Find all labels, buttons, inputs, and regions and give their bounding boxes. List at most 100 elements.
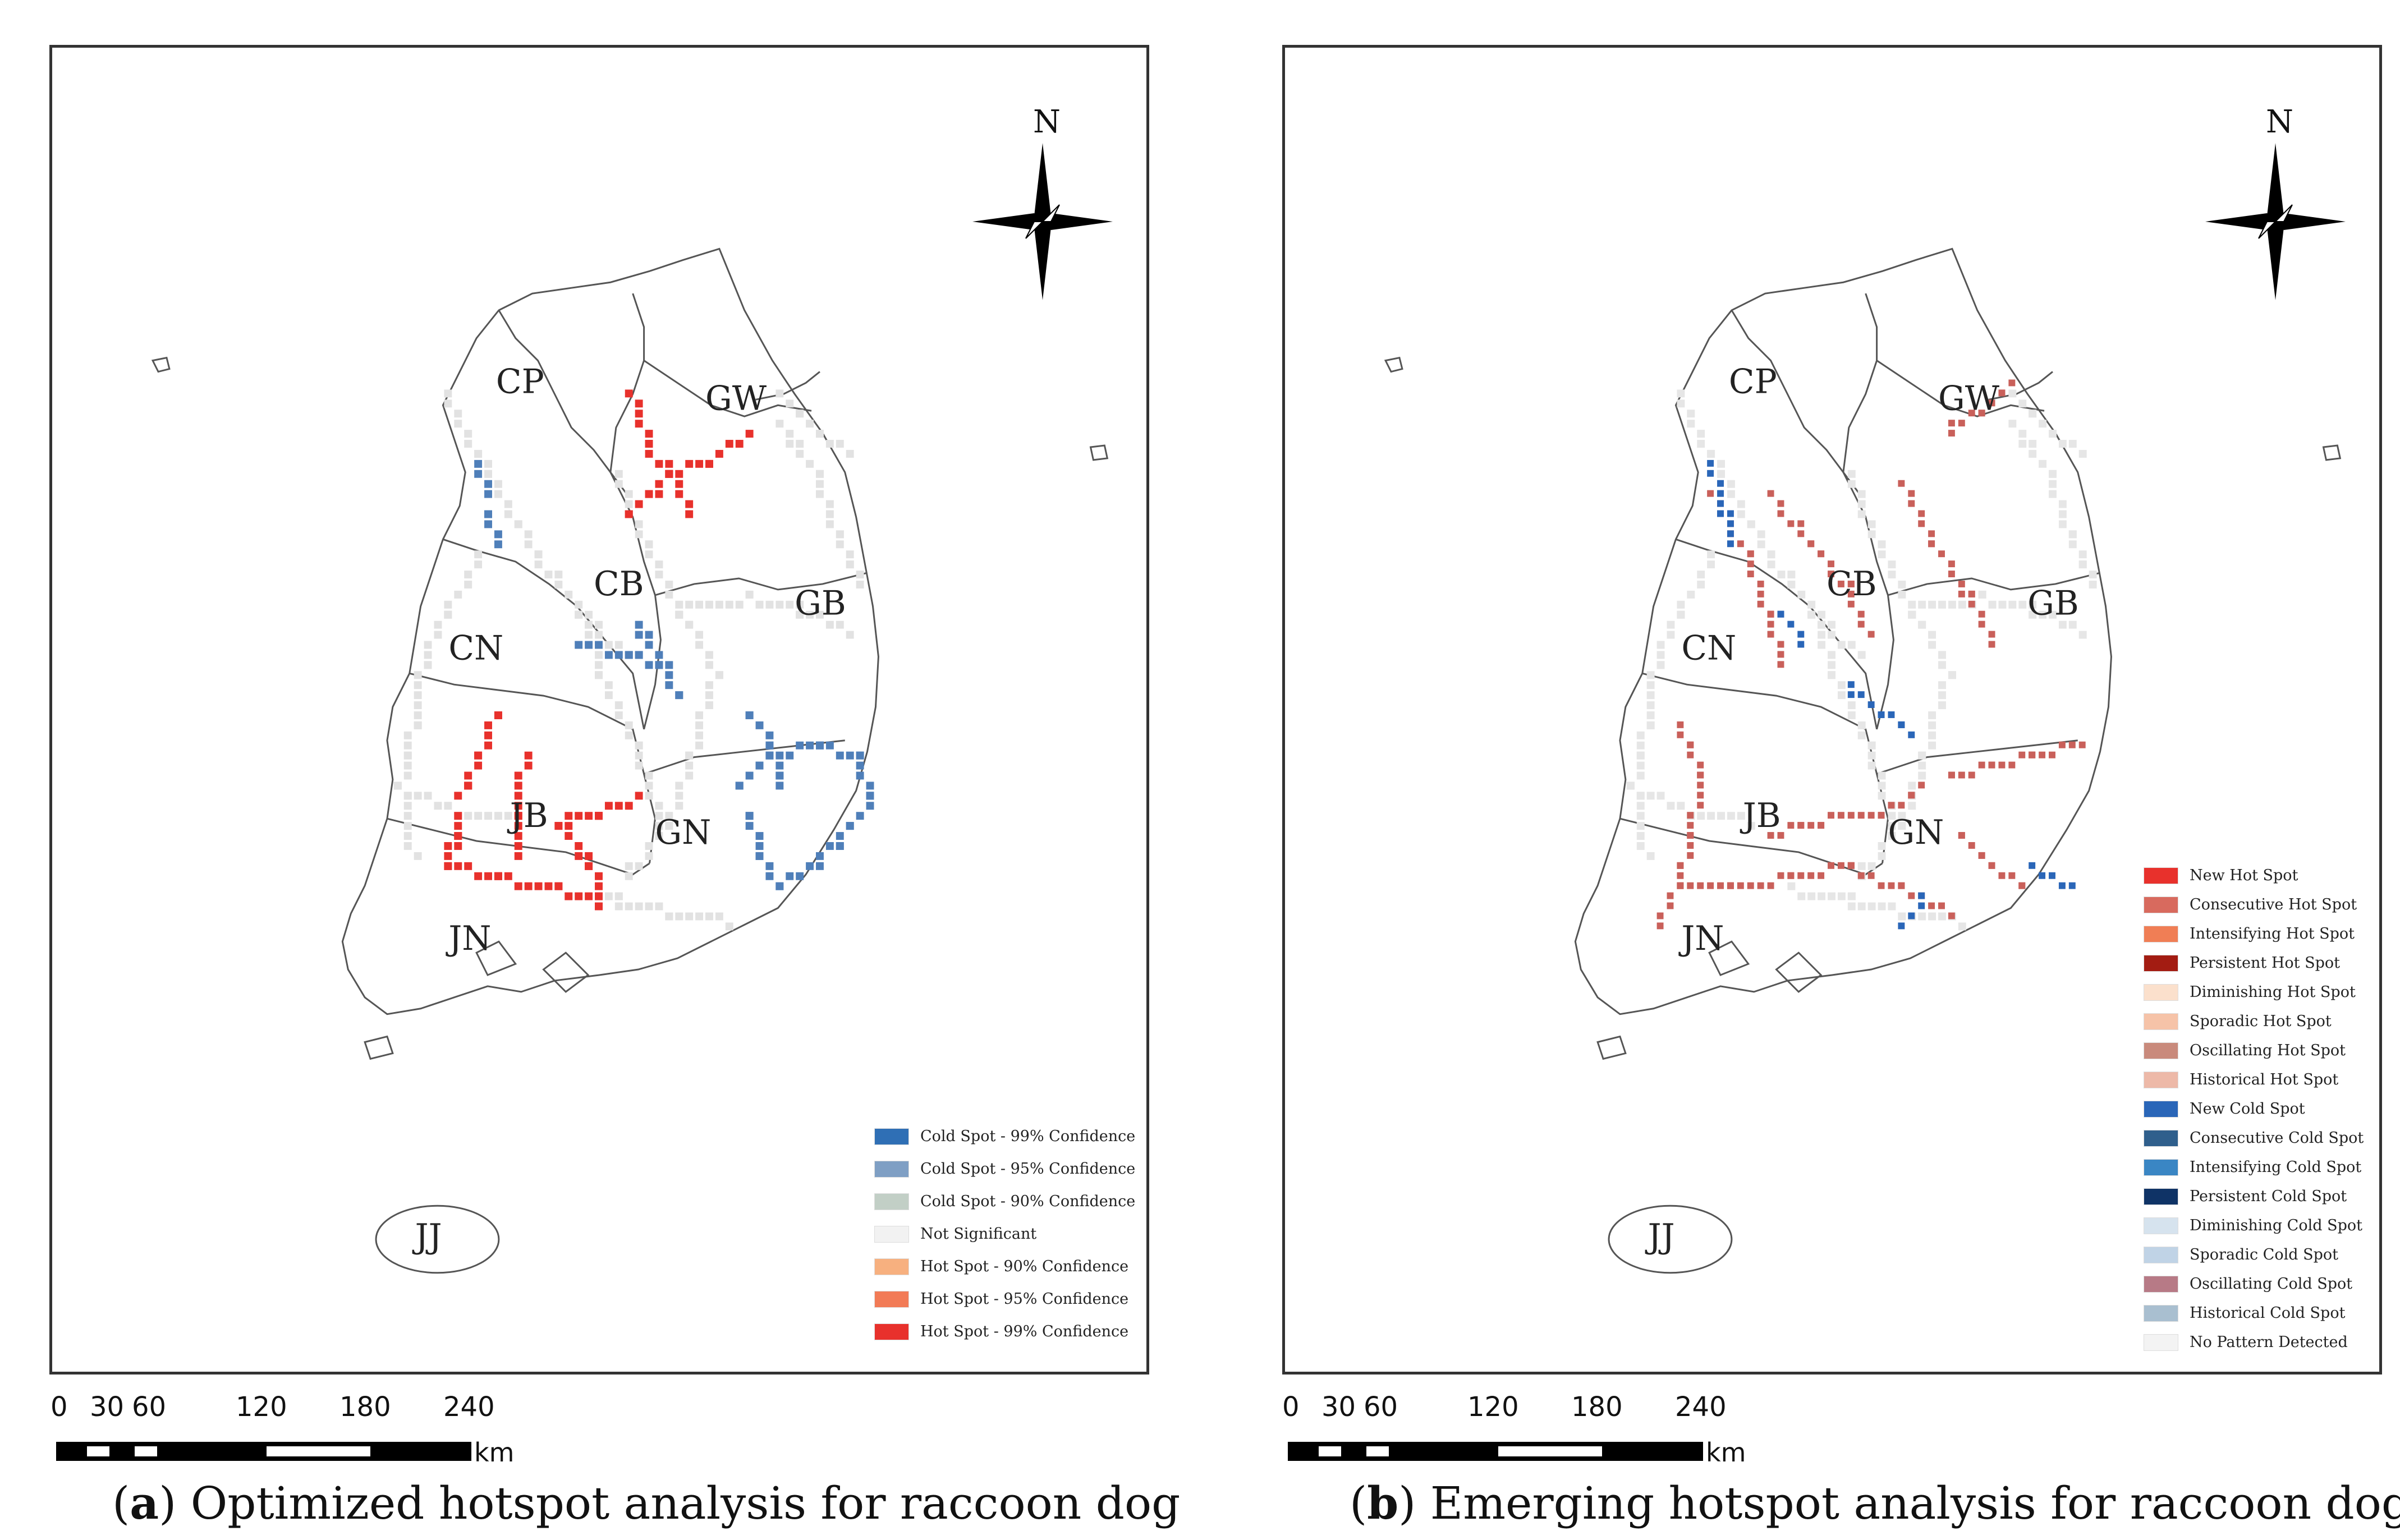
- grid-cell: [675, 490, 683, 498]
- grid-cell: [565, 892, 573, 900]
- grid-cell: [1807, 540, 1815, 548]
- legend-item: New Cold Spot: [2144, 1100, 2305, 1118]
- grid-cell: [1857, 500, 1866, 508]
- grid-cell: [494, 812, 502, 820]
- grid-cell: [614, 470, 623, 478]
- grid-cell: [614, 711, 623, 719]
- grid-cell: [675, 610, 683, 619]
- grid-cell: [775, 751, 784, 760]
- grid-cell: [1938, 600, 1946, 609]
- grid-cell: [544, 882, 553, 890]
- grid-cell: [484, 731, 492, 739]
- grid-cell: [2008, 379, 2016, 387]
- grid-cell: [1697, 812, 1705, 820]
- grid-cell: [565, 812, 573, 820]
- grid-cell: [1787, 580, 1796, 589]
- grid-cell: [1938, 550, 1945, 558]
- grid-cell: [1857, 721, 1866, 729]
- grid-cell: [1677, 721, 1684, 728]
- grid-cell: [514, 842, 522, 850]
- grid-cell: [484, 510, 492, 518]
- grid-cell: [675, 691, 683, 700]
- grid-cell: [856, 751, 864, 760]
- grid-cell: [1656, 651, 1665, 659]
- grid-cell: [765, 872, 774, 880]
- legend-swatch: [874, 1290, 909, 1308]
- legend-swatch: [874, 1258, 909, 1275]
- grid-cell: [745, 812, 754, 820]
- grid-cell: [1988, 862, 1995, 869]
- grid-cell: [1978, 852, 1985, 859]
- grid-cell: [675, 802, 683, 810]
- grid-cell: [1818, 822, 1825, 829]
- north-arrow-a: N: [967, 104, 1118, 306]
- grid-cell: [534, 560, 543, 569]
- grid-cell: [665, 661, 673, 669]
- grid-cell: [1828, 661, 1835, 669]
- grid-cell: [1888, 902, 1896, 911]
- legend-label: Oscillating Hot Spot: [2190, 1042, 2346, 1059]
- grid-cell: [1888, 822, 1896, 830]
- legend-item: Consecutive Cold Spot: [2144, 1129, 2364, 1147]
- grid-cell: [1867, 530, 1876, 539]
- legend-swatch: [2144, 1217, 2178, 1234]
- grid-cell: [675, 600, 683, 609]
- legend-item: Cold Spot - 95% Confidence: [874, 1160, 1135, 1178]
- legend-label: Historical Hot Spot: [2190, 1071, 2339, 1088]
- grid-cell: [1636, 792, 1645, 800]
- region-label-jn: JN: [1678, 920, 1724, 958]
- grid-cell: [1988, 761, 1995, 769]
- grid-cell: [1646, 681, 1655, 689]
- grid-cell: [645, 641, 653, 649]
- grid-cell: [806, 610, 814, 619]
- grid-cell: [484, 520, 492, 528]
- grid-cell: [775, 761, 784, 770]
- grid-cell: [1687, 832, 1694, 839]
- grid-cell: [1918, 771, 1926, 780]
- grid-cell: [1737, 812, 1745, 820]
- grid-cell: [554, 882, 563, 890]
- caption-b-text: ) Emerging hotspot analysis for raccoon …: [1398, 1477, 2400, 1529]
- grid-cell: [1888, 882, 1895, 889]
- grid-cell: [524, 751, 533, 760]
- grid-cell: [1847, 892, 1856, 900]
- grid-cell: [755, 832, 764, 840]
- grid-cell: [1777, 832, 1784, 839]
- grid-cell: [403, 792, 412, 800]
- grid-cell: [685, 620, 694, 629]
- grid-cell: [614, 902, 623, 911]
- legend-item: Hot Spot - 90% Confidence: [874, 1258, 1128, 1275]
- grid-cell: [1777, 571, 1786, 578]
- grid-cell: [715, 912, 723, 921]
- grid-cell: [444, 389, 452, 398]
- grid-cell: [2068, 540, 2077, 549]
- grid-cell: [635, 792, 643, 800]
- grid-cell: [1857, 812, 1865, 819]
- grid-cell: [1857, 731, 1866, 739]
- grid-cell: [1867, 761, 1876, 770]
- grid-cell: [705, 701, 713, 710]
- grid-cell: [655, 902, 663, 911]
- legend-swatch: [2144, 867, 2178, 884]
- legend-item: Historical Cold Spot: [2144, 1304, 2345, 1322]
- grid-cell: [846, 449, 854, 458]
- grid-cell: [695, 912, 704, 921]
- grid-cell: [1928, 731, 1936, 739]
- grid-cell: [444, 610, 452, 619]
- legend-label: New Hot Spot: [2190, 867, 2298, 884]
- grid-cell: [524, 540, 533, 549]
- grid-cell: [2049, 480, 2057, 488]
- grid-cell: [775, 771, 784, 780]
- grid-cell: [765, 751, 774, 760]
- grid-cell: [1878, 792, 1886, 800]
- grid-cell: [2068, 440, 2077, 448]
- grid-cell: [514, 882, 522, 890]
- grid-cell: [786, 872, 794, 880]
- grid-cell: [635, 631, 643, 639]
- grid-cell: [1818, 620, 1826, 629]
- grid-cell: [725, 922, 733, 931]
- grid-cell: [655, 832, 663, 840]
- grid-cell: [2078, 631, 2087, 639]
- grid-cell: [474, 872, 483, 880]
- province-outline: [341, 247, 879, 1015]
